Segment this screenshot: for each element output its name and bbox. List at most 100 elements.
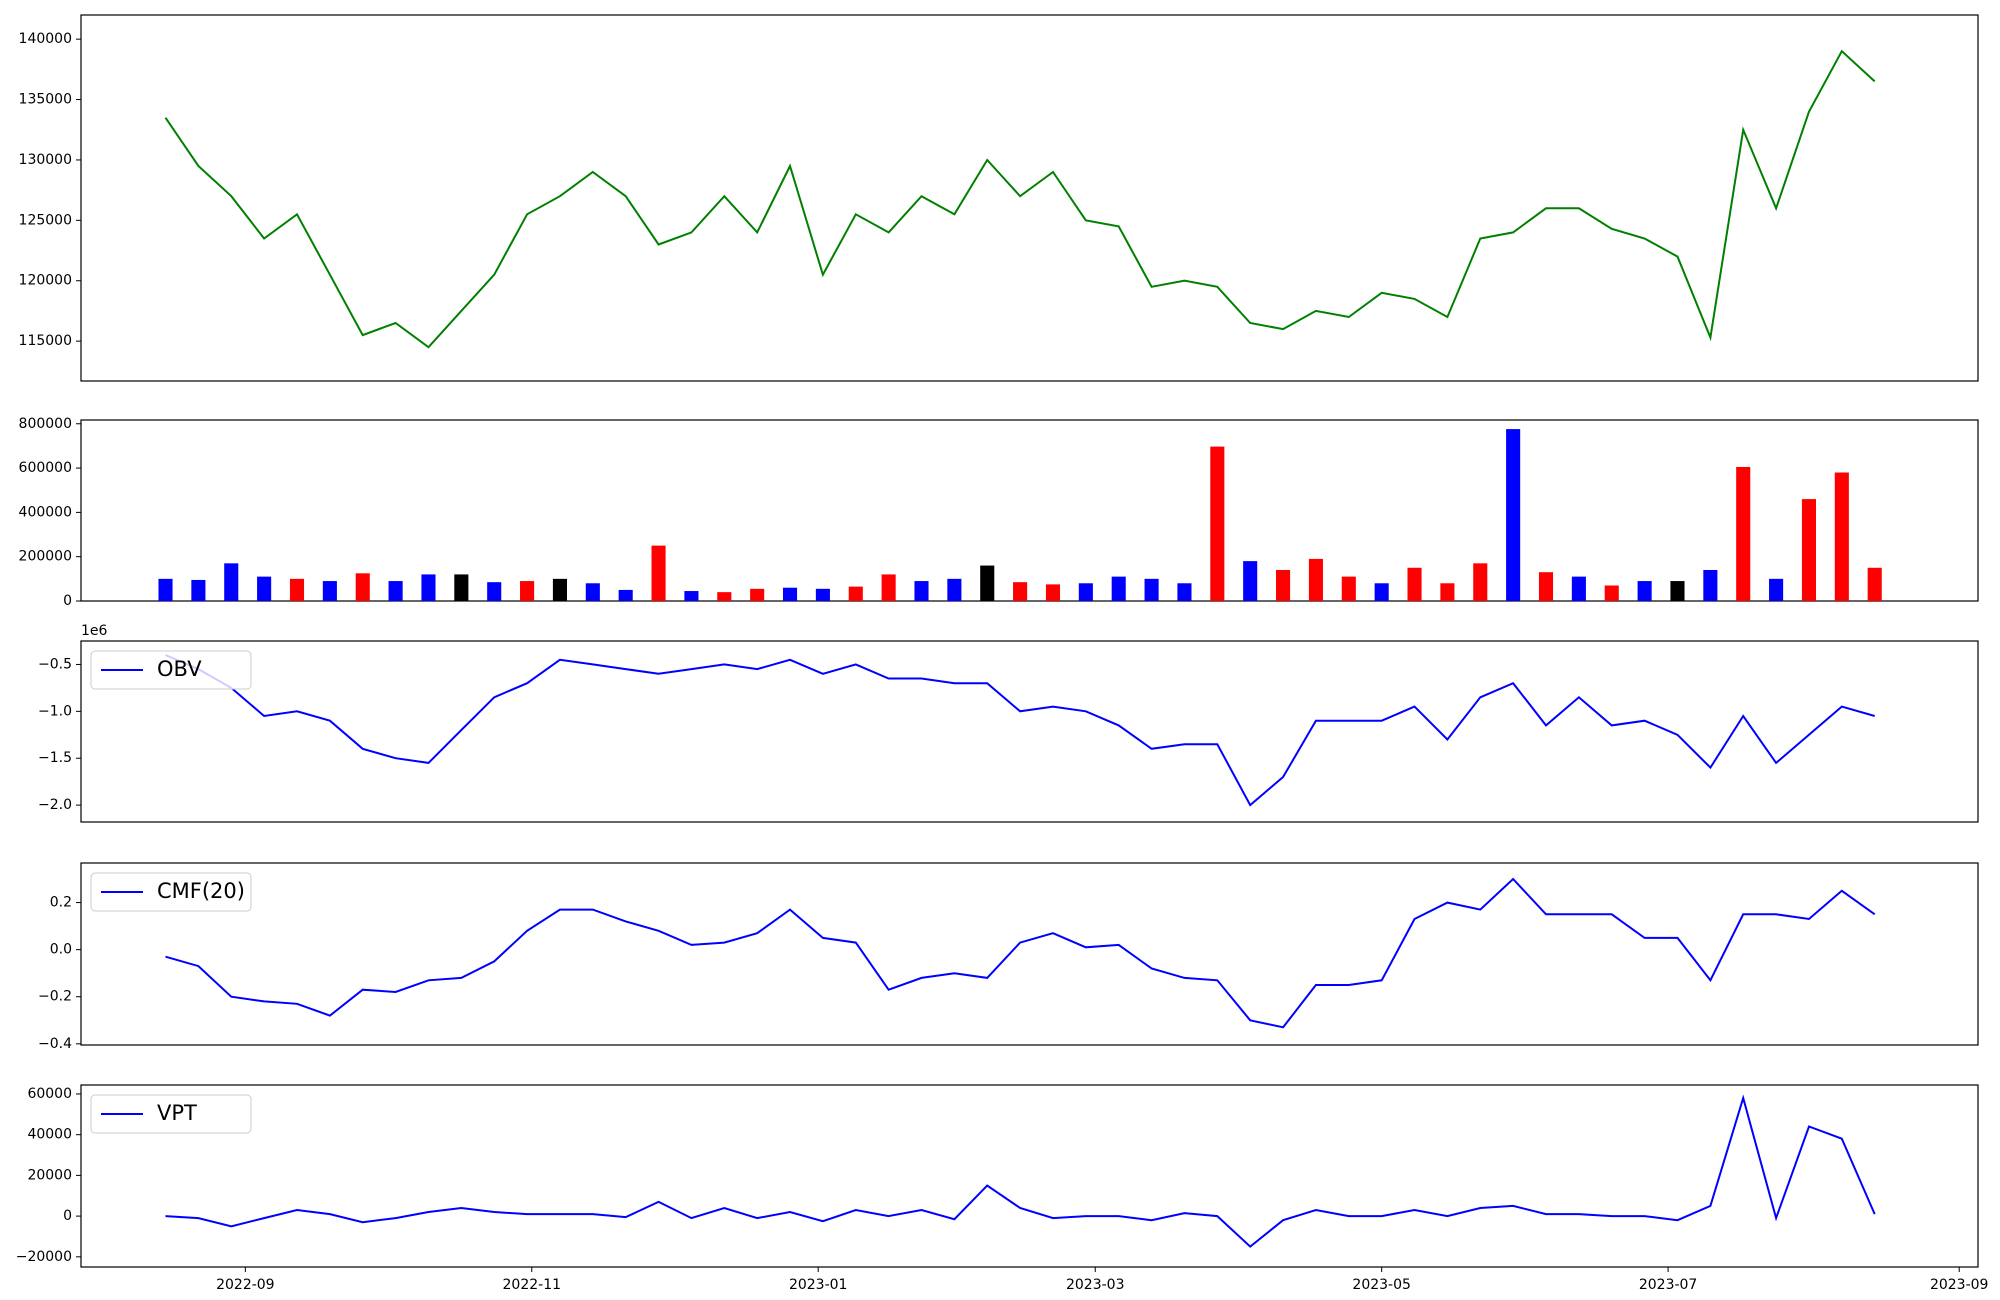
bar [684, 591, 699, 601]
y-tick-label: 400000 [19, 504, 72, 520]
bar [1013, 582, 1028, 601]
bar [914, 581, 929, 601]
bar [289, 578, 305, 601]
y-tick-label: 125000 [19, 212, 72, 228]
bar [1177, 583, 1192, 601]
bar [1144, 578, 1159, 601]
bar [454, 574, 469, 601]
x-tick-label: 2023-03 [1066, 1277, 1125, 1293]
bar [717, 592, 732, 601]
y-tick-label: 0.2 [50, 895, 72, 911]
bar [1506, 429, 1521, 601]
bar [750, 588, 765, 601]
y-tick-label: 200000 [19, 549, 72, 565]
plot-frame [80, 14, 1979, 382]
legend-label: OBV [157, 657, 202, 681]
bar [487, 582, 502, 601]
plot-frame [80, 1084, 1979, 1268]
y-tick-label: −0.5 [38, 656, 72, 672]
y-tick-label: 40000 [27, 1127, 72, 1143]
bar [980, 565, 995, 601]
bar [881, 574, 896, 601]
data-line [165, 1094, 1876, 1248]
bar [815, 588, 830, 601]
bar [782, 587, 798, 601]
bar [1045, 584, 1061, 601]
y-tick-label: 20000 [27, 1167, 72, 1183]
data-line [164, 49, 1876, 349]
bar [1308, 558, 1323, 601]
bar [1637, 581, 1652, 601]
bar [1604, 585, 1619, 601]
y-tick-label: −1.5 [38, 750, 72, 766]
x-tick-label: 2022-09 [216, 1277, 275, 1293]
bar [421, 574, 436, 601]
y-tick-label: 130000 [19, 152, 72, 168]
bar [1276, 569, 1291, 601]
bar [1867, 567, 1882, 601]
y-tick-label: −0.2 [38, 989, 72, 1005]
x-tick-label: 2023-01 [789, 1277, 848, 1293]
bar [1473, 563, 1488, 601]
bar [1374, 583, 1389, 601]
bar [158, 578, 173, 601]
bar [1736, 466, 1751, 601]
bar [257, 576, 272, 601]
bar [618, 589, 633, 601]
x-tick-label: 2023-09 [1930, 1277, 1989, 1293]
bar [1834, 472, 1849, 601]
y-tick-label: 115000 [19, 333, 72, 349]
bar [1111, 576, 1126, 601]
bar [1407, 567, 1422, 601]
bar [1769, 578, 1784, 601]
bar [1341, 576, 1356, 601]
bar [224, 563, 239, 601]
y-tick-label: 120000 [19, 273, 72, 289]
legend-label: CMF(20) [157, 879, 245, 903]
bar [191, 579, 206, 601]
bar [1078, 583, 1093, 601]
y-tick-label: 60000 [27, 1086, 72, 1102]
y-tick-label: 600000 [19, 460, 72, 476]
bar [1243, 561, 1258, 601]
plot-frame [80, 862, 1979, 1046]
bar [1571, 576, 1586, 601]
legend-label: VPT [157, 1101, 197, 1125]
x-tick-label: 2023-05 [1352, 1277, 1411, 1293]
y-tick-label: −20000 [16, 1249, 72, 1265]
data-line [165, 877, 1876, 1029]
bar [388, 581, 403, 601]
y-offset-label: 1e6 [81, 623, 108, 639]
y-tick-label: −0.4 [38, 1036, 72, 1052]
legend-box [90, 650, 252, 690]
y-tick-label: 0 [63, 1208, 72, 1224]
x-tick-label: 2022-11 [503, 1277, 562, 1293]
y-tick-label: −1.0 [38, 703, 72, 719]
bar [585, 583, 600, 601]
y-tick-label: −2.0 [38, 797, 72, 813]
plot-frame [80, 419, 1979, 602]
y-tick-label: 800000 [19, 416, 72, 432]
legend-box [90, 1094, 252, 1134]
bar [322, 581, 337, 601]
plot-frame [80, 640, 1979, 823]
bar [1670, 581, 1685, 601]
bar [947, 578, 962, 601]
bar [1440, 583, 1455, 601]
bar [651, 545, 666, 601]
data-line [165, 654, 1875, 807]
x-tick-label: 2023-07 [1639, 1277, 1698, 1293]
y-tick-label: 140000 [19, 31, 72, 47]
bar [1210, 446, 1225, 601]
y-tick-label: 0.0 [50, 942, 72, 958]
bar [520, 581, 535, 601]
bar [552, 578, 567, 601]
y-tick-label: 0 [63, 593, 72, 609]
bar [1538, 572, 1554, 601]
bar [355, 573, 370, 601]
bar [1801, 499, 1817, 601]
y-tick-label: 135000 [19, 92, 72, 108]
legend-box [90, 872, 252, 912]
bar [848, 586, 863, 601]
